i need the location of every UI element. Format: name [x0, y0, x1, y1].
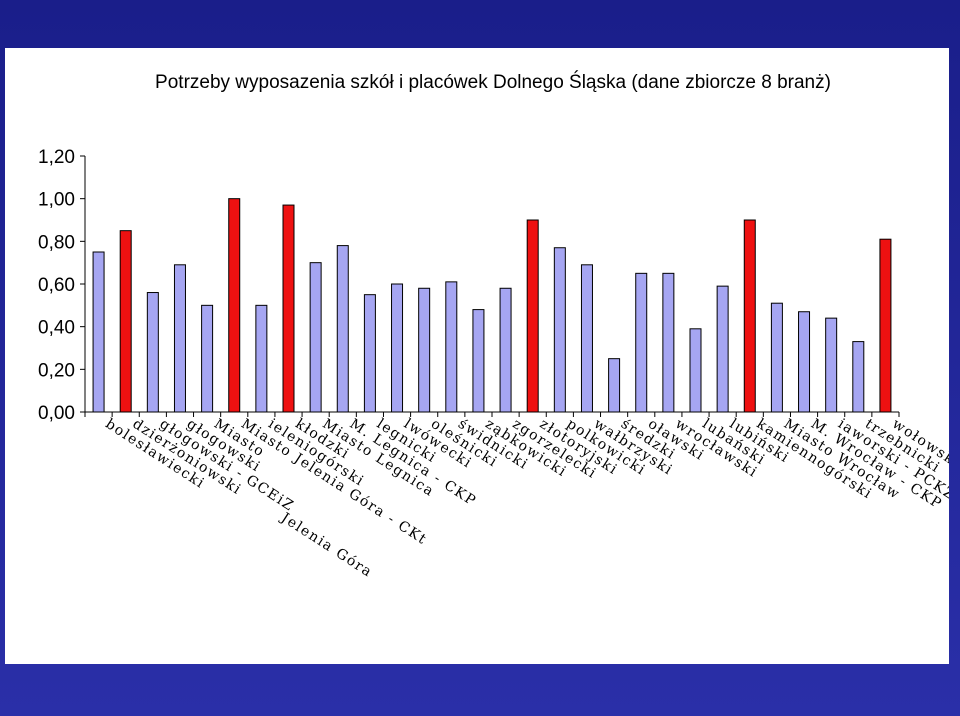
bar [255, 304, 268, 413]
bar [716, 285, 729, 413]
bar [553, 247, 566, 413]
y-tick-label: 0,60 [38, 275, 75, 296]
bar [445, 281, 458, 413]
bar [770, 302, 783, 413]
bar [852, 341, 865, 413]
y-tick-label: 0,20 [38, 360, 75, 381]
bar [825, 317, 838, 413]
bar [798, 311, 811, 413]
bar [879, 238, 892, 413]
bar [689, 328, 702, 413]
y-tick-label: 0,00 [38, 403, 75, 424]
bar [662, 272, 675, 413]
bar [282, 204, 295, 413]
bar [309, 262, 322, 413]
chart-title: Potrzeby wyposazenia szkół i placówek Do… [155, 71, 831, 93]
bar [472, 309, 485, 413]
bar [201, 304, 214, 413]
bar [391, 283, 404, 413]
y-tick-label: 0,80 [38, 232, 75, 253]
bar [635, 272, 648, 413]
y-tick-label: 1,00 [38, 190, 75, 211]
bar-chart: Potrzeby wyposazenia szkół i placówek Do… [38, 71, 949, 581]
bar [146, 292, 159, 413]
y-tick-label: 0,40 [38, 318, 75, 339]
bar [119, 230, 132, 413]
x-tick-label-extra: Jelenia Góra [277, 509, 376, 581]
y-tick-label: 1,20 [38, 147, 75, 168]
chart-panel: Potrzeby wyposazenia szkół i placówek Do… [5, 48, 949, 664]
bar [336, 245, 349, 413]
bar [173, 264, 186, 413]
bar [363, 294, 376, 413]
bar [526, 219, 539, 413]
bar [608, 358, 621, 413]
bar [228, 198, 241, 413]
bar [92, 251, 105, 413]
bar [499, 287, 512, 413]
bar [743, 219, 756, 413]
bar [580, 264, 593, 413]
bar [418, 287, 431, 413]
